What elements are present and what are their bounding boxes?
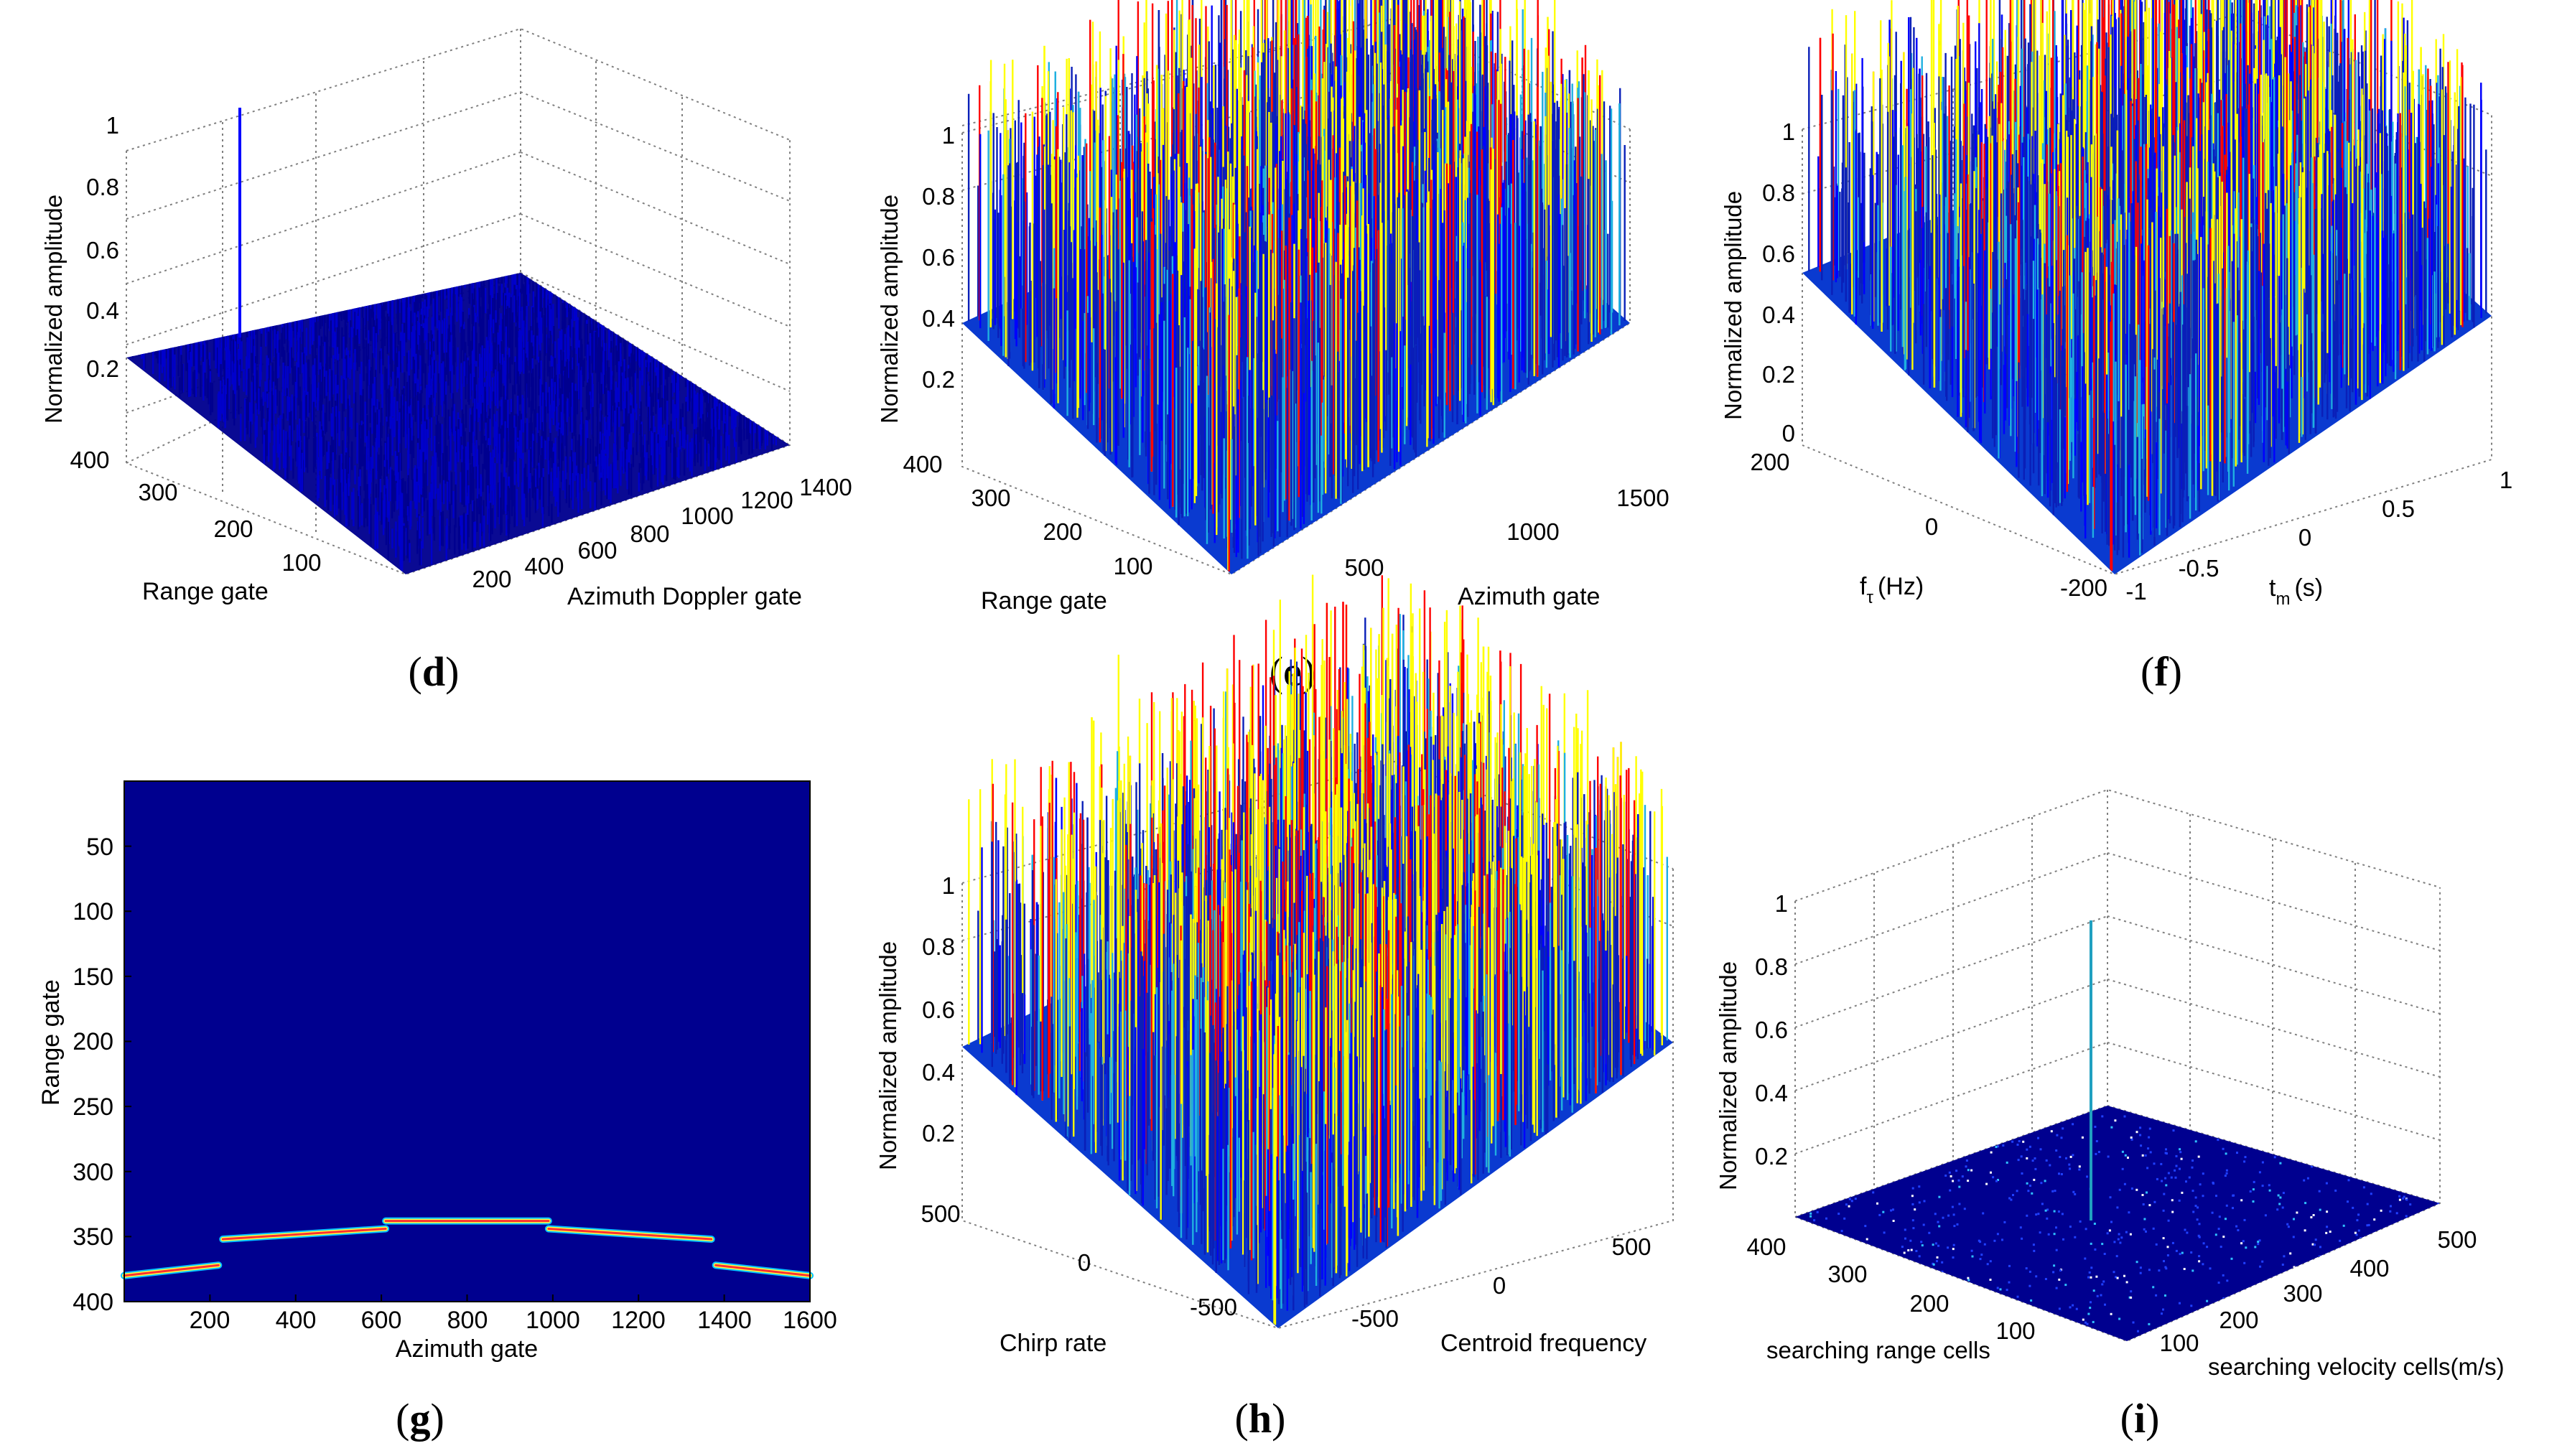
panel-d-yticks: 200 400 600 800 1000 1200 1400 [472, 474, 852, 592]
panel-d-ylabel: Azimuth Doppler gate [567, 583, 802, 610]
panel-d-ytick-3: 800 [630, 521, 669, 547]
panel-d-ztick-3: 0.4 [86, 297, 119, 324]
panel-e: 1 0.8 0.6 0.4 0.2 Normalized amplitude 4… [876, 0, 1669, 695]
panel-d-ytick-4: 1000 [681, 503, 733, 529]
panel-d-ztick-1: 0.8 [86, 174, 119, 200]
panel-d-caption: (d) [409, 648, 460, 695]
panel-d-xtick-0: 400 [70, 447, 109, 473]
panel-d-zlabel: Normalized amplitude [40, 195, 67, 424]
panel-d-ztick-4: 0.2 [86, 355, 119, 382]
panel-d-ytick-1: 400 [524, 553, 564, 579]
panel-d-xtick-1: 300 [138, 479, 177, 505]
panel-e-surface-spikes [967, 0, 1626, 571]
panel-d-ytick-2: 600 [577, 537, 617, 564]
panel-d-ytick-6: 1400 [799, 474, 852, 500]
panel-d-xtick-2: 200 [213, 515, 253, 542]
panel-d-xlabel: Range gate [142, 578, 269, 605]
panel-d-xtick-3: 100 [281, 549, 321, 576]
panel-d-xticks: 400 300 200 100 [70, 447, 321, 576]
panel-d: 1 0.8 0.6 0.4 0.2 Normalized amplitude 4… [40, 27, 852, 695]
panel-d-ztick-2: 0.6 [86, 237, 119, 263]
panel-d-ztick-0: 1 [106, 112, 119, 139]
panel-d-ytick-5: 1200 [740, 487, 793, 513]
panel-d-ytick-0: 200 [472, 566, 511, 592]
panel-d-zticks: 1 0.8 0.6 0.4 0.2 [86, 112, 119, 382]
